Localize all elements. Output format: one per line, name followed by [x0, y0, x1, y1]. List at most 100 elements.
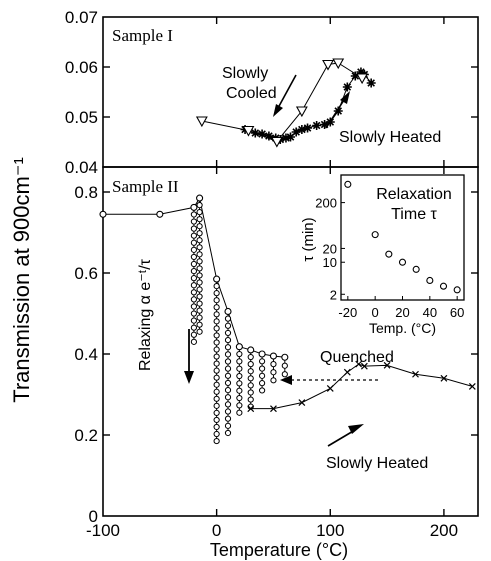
- relaxation-point: [190, 211, 198, 218]
- quenched-point: [247, 346, 255, 354]
- relaxation-point: [258, 365, 266, 372]
- relaxation-point: [213, 311, 220, 318]
- sample-i-panel: 0.04 0.05 0.06 0.07 Sample I Slowly Cooled Slow…: [65, 8, 479, 177]
- relaxation-point: [247, 389, 254, 396]
- slowly-cooled-point: [332, 58, 345, 70]
- relaxation-point: [196, 244, 203, 251]
- relaxation-point: [224, 344, 232, 351]
- relaxation-point: [224, 386, 232, 394]
- relaxation-point: [196, 307, 203, 314]
- relaxation-point: [247, 361, 254, 368]
- quenched-point: [258, 350, 266, 358]
- relaxation-point: [247, 382, 254, 389]
- relaxation-point: [236, 372, 243, 380]
- relaxation-point: [258, 358, 266, 365]
- slowly-heated-point-top: [250, 128, 260, 138]
- relaxation-point: [213, 416, 220, 424]
- relaxation-point: [247, 396, 254, 403]
- slowly-heated-annotation-bottom: Slowly Heated: [326, 455, 428, 472]
- slowly-cooled-annotation-2: Cooled: [226, 85, 277, 102]
- inset-y-tick-label: 10: [323, 255, 337, 270]
- relaxation-point: [196, 251, 203, 258]
- relaxation-point: [196, 230, 203, 237]
- y-tick-label: 0: [89, 507, 98, 526]
- slowly-heated-point-top: [350, 71, 360, 81]
- relaxation-point: [236, 358, 243, 365]
- inset-point: [398, 258, 407, 266]
- relaxation-point: [196, 202, 203, 209]
- relaxation-point: [258, 380, 266, 387]
- relaxation-point: [196, 216, 203, 223]
- x-axis-title: Temperature (°C): [210, 540, 348, 560]
- relaxation-point: [190, 260, 198, 268]
- x-tick-label: 100: [316, 521, 344, 540]
- relaxation-point: [196, 209, 203, 216]
- quenched-point: [269, 352, 278, 360]
- slowly-heated-point-bottom: [360, 362, 368, 370]
- relaxation-point: [224, 401, 232, 408]
- slowly-heated-line-bottom: [250, 363, 473, 410]
- y-tick-label: 0.4: [74, 345, 98, 364]
- relaxation-point: [224, 429, 232, 437]
- slowly-heated-point-bottom: [298, 399, 306, 407]
- inset-x-tick-label: 0: [372, 305, 379, 320]
- relaxation-point: [190, 338, 198, 345]
- relaxation-point: [213, 290, 220, 297]
- slowly-heated-point-top: [333, 106, 343, 116]
- quenched-point: [99, 210, 107, 218]
- relaxation-point: [247, 375, 254, 382]
- y-axis-title: Transmission at 900cm⁻¹: [9, 157, 34, 403]
- slowly-heated-annotation-top: Slowly Heated: [339, 129, 441, 146]
- relaxation-point: [236, 402, 243, 409]
- slowly-heated-point-top: [286, 132, 295, 142]
- y-tick-label: 0.07: [65, 8, 98, 27]
- relaxation-point: [196, 328, 203, 335]
- relaxation-point: [213, 325, 220, 332]
- relaxation-point: [236, 394, 243, 402]
- heating-arrow-head-top: [340, 91, 350, 104]
- x-tick-label: 200: [430, 521, 458, 540]
- relaxation-point: [190, 324, 198, 331]
- slowly-heated-point-top: [303, 123, 313, 133]
- relaxation-point: [213, 381, 220, 388]
- slowly-heated-point-top: [342, 82, 352, 92]
- inset-title-line-2: Time τ: [391, 206, 437, 223]
- quenched-arrow-head: [280, 375, 292, 385]
- cooling-arrow-head: [273, 104, 283, 117]
- relaxation-point: [190, 275, 198, 282]
- relaxation-point: [224, 351, 232, 358]
- slowly-heated-point-top: [297, 125, 307, 134]
- inset-x-axis-title: Temp. (°C): [369, 320, 436, 336]
- y-tick-label: 0.04: [65, 158, 98, 177]
- inset-y-tick-label: 200: [315, 196, 337, 211]
- relaxation-point: [213, 430, 220, 438]
- relaxation-point: [196, 321, 203, 328]
- slowly-heated-point-bottom: [343, 368, 351, 376]
- quenched-annotation: Quenched: [320, 349, 394, 366]
- relaxation-point: [213, 360, 220, 367]
- relaxation-point: [190, 232, 198, 239]
- slowly-heated-point-top: [264, 131, 274, 141]
- slowly-cooled-point: [322, 59, 334, 71]
- relaxation-point: [213, 304, 220, 311]
- relaxation-point: [196, 293, 203, 300]
- relaxation-point: [224, 322, 232, 329]
- relaxation-point: [190, 282, 198, 289]
- relaxation-point: [190, 253, 198, 261]
- relaxation-point: [236, 365, 243, 372]
- relaxation-point: [213, 339, 220, 346]
- x-tick-label: 0: [212, 521, 221, 540]
- relaxation-point: [270, 369, 277, 376]
- relaxation-point: [190, 296, 198, 303]
- relaxation-point: [224, 336, 232, 344]
- inset-y-tick-label: 2: [330, 287, 337, 302]
- relaxing-arrow-head: [184, 371, 194, 384]
- quenched-point: [281, 353, 289, 361]
- relaxation-point: [190, 303, 198, 310]
- relaxation-point: [196, 258, 203, 265]
- relaxation-point: [224, 394, 232, 401]
- slowly-heated-point-bottom: [440, 374, 448, 382]
- slowly-heated-point-bottom: [326, 385, 334, 392]
- sample-i-title: Sample I: [112, 26, 173, 45]
- relaxation-point: [281, 371, 288, 378]
